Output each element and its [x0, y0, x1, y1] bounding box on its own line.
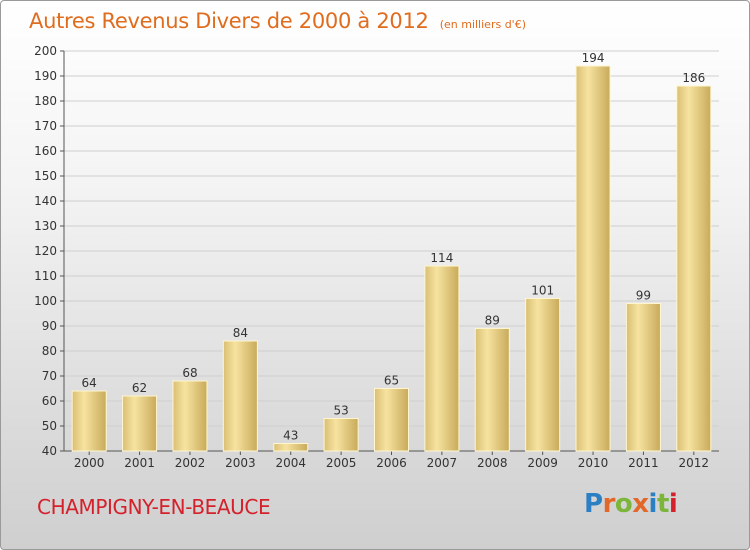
x-tick-label: 2001 [124, 456, 155, 470]
city-name: CHAMPIGNY-EN-BEAUCE [37, 495, 271, 519]
bar [172, 380, 208, 452]
bar [575, 65, 611, 452]
data-label: 186 [682, 71, 705, 85]
y-tick-label: 170 [34, 119, 57, 133]
data-label: 64 [82, 376, 97, 390]
bar [525, 298, 561, 452]
x-tick-label: 2012 [679, 456, 710, 470]
y-tick-label: 100 [34, 294, 57, 308]
data-label: 53 [333, 404, 348, 418]
y-tick-label: 190 [34, 69, 57, 83]
data-label: 68 [182, 366, 197, 380]
data-label: 89 [485, 314, 500, 328]
x-tick-label: 2010 [578, 456, 609, 470]
bar [273, 443, 309, 452]
x-tick-label: 2005 [326, 456, 357, 470]
y-tick-label: 70 [42, 369, 57, 383]
proxiti-logo: Proxiti [584, 489, 678, 519]
logo-letter: i [668, 489, 678, 519]
bar [424, 265, 460, 452]
x-tick-label: 2009 [527, 456, 558, 470]
y-tick-label: 110 [34, 269, 57, 283]
y-tick-label: 140 [34, 194, 57, 208]
y-tick-label: 160 [34, 144, 57, 158]
data-label: 101 [531, 284, 554, 298]
data-label: 99 [636, 289, 651, 303]
y-tick-label: 90 [42, 319, 57, 333]
logo-letter: o [614, 489, 633, 519]
bar [323, 418, 359, 452]
bar [122, 395, 158, 452]
x-tick-label: 2008 [477, 456, 508, 470]
bar [71, 390, 107, 452]
data-label: 65 [384, 374, 399, 388]
x-tick-label: 2000 [74, 456, 105, 470]
bar [374, 388, 409, 452]
data-label: 43 [283, 429, 298, 443]
data-label: 114 [430, 251, 453, 265]
y-tick-label: 120 [34, 244, 57, 258]
x-tick-label: 2007 [427, 456, 458, 470]
bar [474, 328, 510, 452]
bar [676, 85, 712, 452]
label-layer: 64 2000 62 2001 68 2002 84 2003 43 2004 53 2005 65 20… [74, 51, 709, 470]
x-tick-label: 2006 [376, 456, 407, 470]
chart-title: Autres Revenus Divers de 2000 à 2012 [29, 9, 429, 33]
bar [625, 303, 661, 452]
bar-layer [71, 65, 712, 452]
logo-letter: i [648, 489, 658, 519]
y-tick-label: 60 [42, 394, 57, 408]
logo-letter: t [656, 489, 669, 519]
bar [222, 340, 258, 452]
data-label: 62 [132, 381, 147, 395]
data-label: 84 [233, 326, 248, 340]
logo-letter: x [632, 489, 649, 519]
x-tick-label: 2004 [275, 456, 306, 470]
data-label: 194 [582, 51, 605, 65]
chart-title-block: Autres Revenus Divers de 2000 à 2012 (en… [29, 9, 526, 33]
y-tick-label: 130 [34, 219, 57, 233]
y-tick-label: 80 [42, 344, 57, 358]
y-tick-label: 50 [42, 419, 57, 433]
y-tick-label: 180 [34, 94, 57, 108]
y-tick-label: 150 [34, 169, 57, 183]
y-tick-label: 40 [42, 444, 57, 458]
y-tick-label: 200 [34, 44, 57, 58]
chart-subtitle: (en milliers d'€) [439, 18, 526, 31]
x-tick-label: 2002 [175, 456, 206, 470]
x-tick-label: 2011 [628, 456, 659, 470]
logo-letter: r [602, 489, 616, 519]
logo-letter: P [584, 489, 603, 519]
x-tick-label: 2003 [225, 456, 256, 470]
